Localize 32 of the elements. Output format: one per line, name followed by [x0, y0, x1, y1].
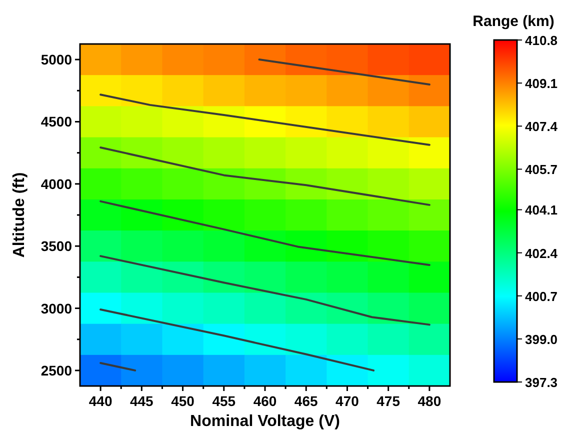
- y-tick-label: 3000: [40, 300, 72, 316]
- color-bar-label: 399.0: [525, 332, 558, 347]
- line-series: [100, 255, 430, 326]
- x-tick-label: 460: [253, 393, 277, 409]
- y-tick-label: 5000: [40, 52, 72, 68]
- y-axis-title: Altitude (ft): [11, 172, 28, 258]
- line-series: [100, 308, 375, 372]
- line-series: [100, 200, 430, 266]
- x-tick-label: 445: [130, 393, 154, 409]
- y-tick-label: 3500: [40, 238, 72, 254]
- color-bar-label: 402.4: [525, 246, 558, 261]
- color-bar-label: 407.4: [525, 119, 558, 134]
- color-bar-label: 405.7: [525, 162, 558, 178]
- y-tick-label: 2500: [40, 362, 72, 378]
- color-bar-label: 409.1: [525, 76, 558, 92]
- color-bar-label: 397.3: [525, 375, 558, 390]
- x-tick-label: 455: [212, 393, 236, 409]
- color-bar-label: 400.7: [525, 288, 558, 304]
- color-bar-label: 410.8: [525, 33, 558, 48]
- x-tick-label: 470: [336, 393, 360, 409]
- color-bar-title: Range (km): [472, 13, 554, 30]
- x-tick-label: 465: [294, 393, 318, 409]
- color-bar-label: 404.1: [525, 202, 558, 218]
- y-tick-label: 4000: [40, 176, 72, 192]
- x-tick-label: 450: [171, 393, 195, 409]
- y-tick-label: 4500: [40, 114, 72, 130]
- x-tick-label: 480: [418, 393, 442, 409]
- x-tick-label: 440: [88, 393, 112, 409]
- line-series: [100, 146, 430, 206]
- x-axis-title: Nominal Voltage (V): [190, 413, 340, 430]
- line-series: [100, 94, 430, 146]
- x-tick-label: 475: [376, 393, 400, 409]
